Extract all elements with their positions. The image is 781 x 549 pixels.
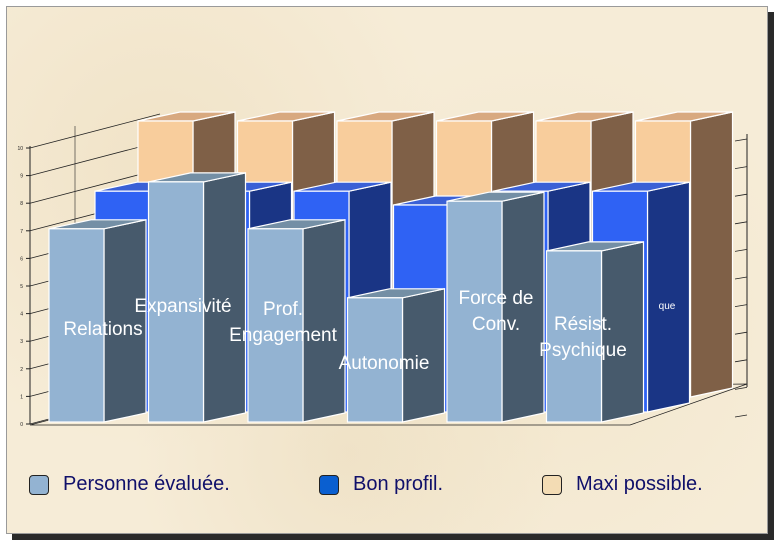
y-tick-label: 5 [20, 284, 23, 290]
right-wall-tick [734, 276, 748, 280]
legend-item-bon-profil: Bon profil. [319, 473, 443, 496]
category-label: Résist. [554, 314, 612, 335]
y-tick-label: 6 [20, 256, 23, 262]
category-label: Force de [459, 288, 534, 309]
bar-0-0-front [48, 228, 105, 423]
bar-0-4-front [446, 200, 503, 423]
y-tick-label: 9 [20, 174, 23, 180]
bar-2-5-side [689, 111, 734, 398]
right-wall-tick [734, 359, 748, 363]
hidden-category-label: que [659, 301, 676, 312]
right-wall-tick [734, 387, 748, 390]
category-label: Psychique [539, 340, 627, 361]
y-tick-label: 10 [17, 146, 23, 152]
y-tick-label: 2 [20, 367, 23, 373]
bar-0-5-front [545, 250, 603, 423]
legend: Personne évaluée. Bon profil. Maxi possi… [7, 473, 767, 513]
legend-swatch-maxi [542, 474, 562, 495]
y-tick-label: 7 [20, 229, 23, 235]
y-tick-label: 0 [20, 422, 23, 428]
chart-frame: 0 1 2 3 4 5 6 7 8 9 10 Relations Expansivité Prof. Eng… [6, 6, 768, 534]
y-tick-label: 1 [20, 394, 23, 400]
bar-0-3-front [346, 297, 404, 423]
legend-swatch-bon-profil [319, 474, 339, 495]
category-label: Expansivité [134, 296, 231, 317]
right-wall-tick [734, 138, 748, 142]
bar-0-1-front [147, 181, 205, 423]
right-wall-tick [734, 414, 748, 418]
category-label: Engagement [229, 325, 337, 346]
bar-0-2-front [247, 228, 304, 423]
right-wall-tick [734, 221, 748, 225]
legend-swatch-personne [29, 474, 49, 495]
y-tick-label: 4 [20, 312, 23, 318]
category-label: Conv. [472, 314, 520, 335]
legend-label-maxi: Maxi possible. [576, 473, 703, 495]
right-wall-tick [734, 331, 748, 335]
legend-item-maxi: Maxi possible. [542, 473, 703, 496]
category-label: Autonomie [339, 353, 430, 374]
category-label: Prof. [263, 299, 303, 320]
gridline [29, 113, 161, 149]
right-wall-tick [734, 304, 748, 307]
legend-label-personne: Personne évaluée. [63, 473, 230, 495]
right-wall-tick [734, 166, 748, 169]
y-tick-label: 8 [20, 201, 23, 207]
y-tick-label: 3 [20, 339, 23, 345]
right-wall-tick [734, 193, 748, 197]
legend-label-bon-profil: Bon profil. [353, 473, 444, 495]
category-label: Relations [63, 319, 142, 340]
bar-0-2-side [302, 219, 346, 423]
right-wall-tick [734, 249, 748, 252]
bar-1-5-side [646, 181, 691, 413]
legend-item-personne: Personne évaluée. [29, 473, 230, 496]
